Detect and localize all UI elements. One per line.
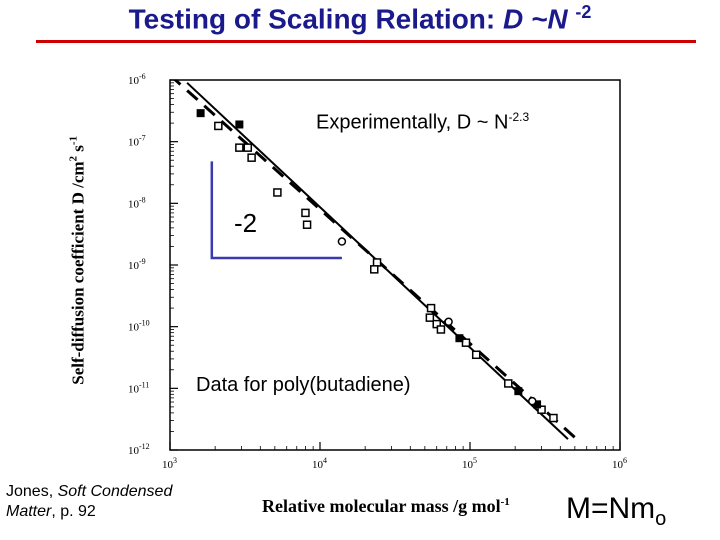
filled-square-point bbox=[514, 387, 523, 396]
open-square-point bbox=[235, 143, 244, 152]
slope-marker bbox=[210, 161, 342, 260]
open-square-point bbox=[461, 338, 471, 347]
slope-label: -2 bbox=[234, 208, 258, 238]
filled-square-point bbox=[235, 120, 244, 129]
x-tick-label: 105 bbox=[462, 456, 477, 471]
open-square-point bbox=[301, 208, 310, 218]
open-square-point bbox=[425, 313, 435, 322]
title-exponent: -2 bbox=[575, 2, 592, 22]
x-axis-label: Relative molecular mass /g mol-1 bbox=[262, 496, 510, 516]
slope-triangle bbox=[210, 161, 342, 260]
x-tick-label: 103 bbox=[162, 456, 177, 471]
open-square-point bbox=[370, 265, 379, 274]
y-tick-label: 10-12 bbox=[128, 442, 150, 457]
title-relation: D ~N bbox=[503, 3, 576, 35]
open-square-point bbox=[471, 350, 481, 360]
y-axis-label: Self-diffusion coefficient D /cm2 s-1 bbox=[67, 135, 88, 385]
y-tick-label: 10-10 bbox=[128, 319, 150, 334]
open-square-point bbox=[537, 405, 546, 414]
tick-layer: 103 104 105 106 10-6 10-7 10-8 10-9 10-10 10-11 10… bbox=[128, 72, 627, 471]
open-square-point bbox=[504, 379, 513, 388]
citation: Jones, Soft Condensed Matter, p. 92 bbox=[6, 483, 173, 520]
data-note: Data for poly(butadiene) bbox=[196, 374, 411, 396]
experimental-annotation: Experimentally, D ~ N-2.3 bbox=[316, 110, 530, 134]
y-tick-label: 10-6 bbox=[128, 72, 146, 87]
y-tick-label: 10-9 bbox=[128, 257, 146, 272]
x-tick-label: 106 bbox=[612, 456, 627, 471]
x-tick-label: 104 bbox=[312, 456, 327, 471]
title-underline bbox=[36, 40, 696, 43]
open-square-point bbox=[302, 220, 312, 229]
open-circle-point bbox=[444, 317, 453, 327]
open-circle-point bbox=[337, 237, 347, 246]
y-tick-label: 10-7 bbox=[128, 134, 146, 149]
open-circle-point bbox=[527, 396, 537, 406]
open-square-point bbox=[247, 153, 256, 162]
y-tick-label: 10-8 bbox=[128, 195, 146, 210]
filled-square-point bbox=[196, 109, 205, 118]
y-tick-label: 10-11 bbox=[128, 380, 149, 395]
filled-square-point bbox=[455, 334, 464, 343]
molecular-mass-formula: M=Nmo bbox=[566, 492, 667, 530]
open-square-point bbox=[426, 303, 436, 313]
data-points bbox=[196, 109, 558, 423]
page-title: Testing of Scaling Relation: D ~N -2 bbox=[128, 2, 592, 35]
open-square-point bbox=[372, 258, 382, 267]
open-square-point bbox=[549, 413, 558, 423]
open-square-point bbox=[273, 188, 282, 197]
open-square-point bbox=[436, 325, 446, 334]
open-square-point bbox=[214, 121, 223, 131]
open-square-point bbox=[243, 143, 253, 152]
